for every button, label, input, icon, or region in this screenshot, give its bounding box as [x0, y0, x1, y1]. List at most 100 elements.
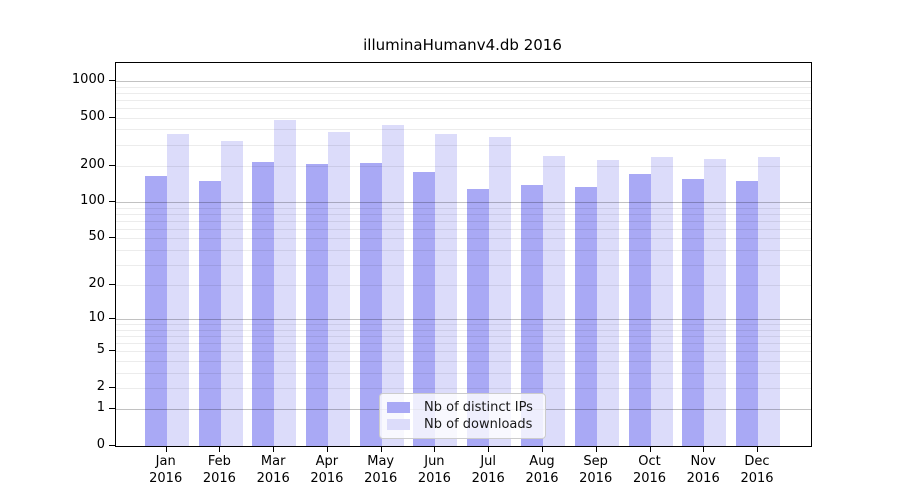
- bar-downloads-feb: [220, 141, 243, 446]
- x-tick-label-jan: Jan 2016: [138, 453, 194, 487]
- x-label-month: Jul: [480, 454, 497, 469]
- bar-downloads-may: [381, 125, 404, 446]
- bar-downloads-jun: [435, 133, 458, 446]
- gridline-minor: [116, 92, 811, 94]
- x-tick-mar: [273, 446, 275, 452]
- x-tick-label-oct: Oct 2016: [622, 453, 678, 487]
- legend-label-distinct-ips: Nb of distinct IPs: [424, 400, 533, 415]
- x-label-month: Apr: [315, 454, 339, 469]
- x-tick-sep: [595, 446, 597, 452]
- y-tick-label-200: 200: [80, 156, 105, 172]
- x-tick-label-aug: Aug 2016: [514, 453, 570, 487]
- bar-downloads-sep: [596, 159, 619, 446]
- x-tick-jul: [488, 446, 490, 452]
- x-tick-nov: [703, 446, 705, 452]
- chart-title: illuminaHumanv4.db 2016: [363, 36, 562, 54]
- x-tick-feb: [219, 446, 221, 452]
- y-tick-1: [109, 408, 115, 410]
- x-tick-label-apr: Apr 2016: [299, 453, 355, 487]
- bar-distinct-ips-jul: [467, 188, 490, 446]
- gridline-minor: [116, 129, 811, 131]
- legend-label-downloads: Nb of downloads: [424, 417, 533, 432]
- bar-distinct-ips-oct: [628, 173, 651, 446]
- x-label-year: 2016: [740, 471, 774, 486]
- legend: Nb of distinct IPs Nb of downloads: [379, 393, 546, 439]
- x-label-year: 2016: [364, 471, 398, 486]
- x-label-year: 2016: [417, 471, 451, 486]
- plot-area: Nb of distinct IPs Nb of downloads: [115, 62, 812, 447]
- bar-distinct-ips-feb: [198, 181, 221, 446]
- legend-swatch-distinct-ips: [387, 402, 410, 413]
- x-tick-label-feb: Feb 2016: [191, 453, 247, 487]
- bar-distinct-ips-mar: [252, 162, 275, 446]
- bar-downloads-jul: [489, 137, 512, 446]
- y-tick-50: [109, 237, 115, 239]
- y-tick-5: [109, 350, 115, 352]
- x-tick-label-may: May 2016: [353, 453, 409, 487]
- x-tick-oct: [649, 446, 651, 452]
- y-tick-label-10: 10: [88, 310, 105, 326]
- x-tick-dec: [757, 446, 758, 452]
- y-tick-0: [109, 445, 115, 446]
- x-tick-may: [380, 446, 382, 452]
- x-tick-label-sep: Sep 2016: [568, 453, 624, 487]
- legend-swatch-downloads: [387, 419, 410, 430]
- y-tick-label-20: 20: [88, 276, 105, 292]
- y-tick-200: [109, 164, 115, 166]
- x-label-month: Nov: [690, 454, 716, 469]
- x-tick-aug: [542, 446, 543, 452]
- x-tick-label-nov: Nov 2016: [675, 453, 731, 487]
- gridline-minor: [116, 108, 811, 110]
- bar-distinct-ips-may: [359, 162, 382, 446]
- x-label-year: 2016: [149, 471, 183, 486]
- y-tick-label-50: 50: [88, 229, 105, 245]
- x-tick-jan: [165, 446, 167, 452]
- x-label-year: 2016: [202, 471, 236, 486]
- x-tick-label-mar: Mar 2016: [245, 453, 301, 487]
- x-label-year: 2016: [310, 471, 344, 486]
- x-label-month: Mar: [260, 454, 286, 469]
- bar-downloads-apr: [327, 132, 350, 446]
- y-tick-500: [109, 116, 115, 118]
- y-tick-20: [109, 284, 115, 286]
- x-label-month: Feb: [207, 454, 231, 469]
- x-label-month: Aug: [529, 454, 555, 469]
- x-label-year: 2016: [686, 471, 720, 486]
- x-tick-label-jun: Jun 2016: [406, 453, 462, 487]
- x-label-year: 2016: [256, 471, 290, 486]
- bar-downloads-nov: [704, 158, 727, 446]
- bar-distinct-ips-aug: [520, 185, 543, 446]
- gridline-minor: [116, 99, 811, 101]
- bar-downloads-aug: [542, 156, 565, 446]
- bar-distinct-ips-apr: [305, 164, 328, 446]
- bar-distinct-ips-sep: [574, 186, 597, 446]
- x-label-month: Sep: [583, 454, 608, 469]
- bar-distinct-ips-dec: [736, 181, 758, 446]
- x-label-year: 2016: [579, 471, 613, 486]
- legend-entry-downloads: Nb of downloads: [387, 416, 533, 433]
- y-tick-1000: [109, 80, 115, 82]
- x-label-month: May: [367, 454, 395, 469]
- gridline-minor: [116, 86, 811, 88]
- x-tick-label-jul: Jul 2016: [460, 453, 516, 487]
- bar-distinct-ips-jun: [413, 172, 436, 446]
- x-label-month: Jun: [424, 454, 445, 469]
- x-label-year: 2016: [471, 471, 505, 486]
- bar-downloads-dec: [758, 157, 780, 446]
- x-tick-label-dec: Dec 2016: [729, 453, 785, 487]
- y-tick-label-500: 500: [80, 108, 105, 124]
- bar-downloads-mar: [274, 120, 297, 446]
- y-tick-label-5: 5: [96, 342, 105, 358]
- legend-entry-distinct-ips: Nb of distinct IPs: [387, 399, 533, 416]
- bar-distinct-ips-nov: [682, 179, 705, 446]
- y-tick-label-1000: 1000: [71, 72, 105, 88]
- x-label-year: 2016: [632, 471, 667, 486]
- y-tick-label-0: 0: [96, 437, 105, 452]
- gridline-minor: [116, 117, 811, 119]
- x-label-year: 2016: [525, 471, 559, 486]
- bar-downloads-jan: [166, 133, 189, 446]
- y-tick-10: [109, 318, 115, 320]
- gridline-major: [116, 81, 811, 83]
- y-tick-2: [109, 387, 115, 388]
